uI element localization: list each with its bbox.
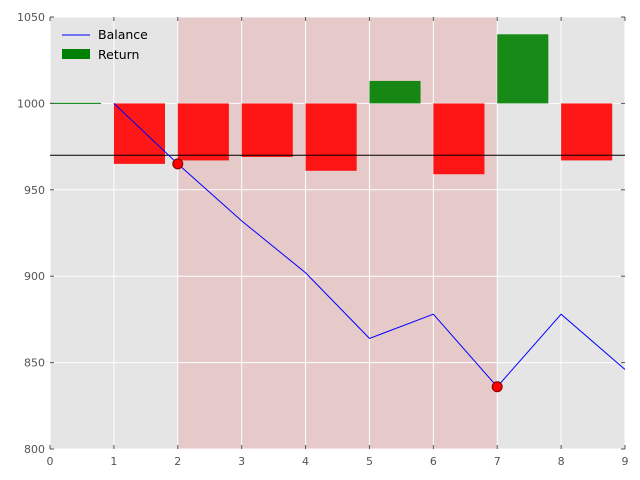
- y-tick-label: 950: [24, 184, 45, 197]
- x-tick-label: 7: [494, 455, 501, 468]
- legend-bar-swatch: [62, 49, 90, 59]
- y-tick-label: 1050: [17, 11, 45, 24]
- balance-line-layer: [113, 103, 626, 388]
- return-bar: [369, 80, 421, 104]
- x-tick-label: 9: [622, 455, 629, 468]
- x-tick-label: 5: [366, 455, 373, 468]
- x-tick-label: 2: [174, 455, 181, 468]
- balance-marker: [172, 158, 184, 170]
- x-tick-label: 3: [238, 455, 245, 468]
- x-tick-label: 4: [302, 455, 309, 468]
- return-bar: [305, 103, 357, 171]
- return-bar: [241, 103, 293, 157]
- balance-line: [113, 103, 626, 388]
- legend-label-return: Return: [98, 47, 139, 62]
- shaded-region: [177, 17, 498, 449]
- tick-layer: 0 1 2 3 4 5 6 7 8 9 800 850 900 950 1000 1050: [17, 11, 629, 468]
- y-tick-label: 1000: [17, 97, 45, 110]
- shaded-region-layer: [177, 17, 498, 449]
- marker-layer: [172, 158, 503, 393]
- y-tick-label: 900: [24, 270, 45, 283]
- legend: Balance Return: [62, 27, 148, 62]
- return-bar: [497, 34, 549, 104]
- x-tick-label: 1: [110, 455, 117, 468]
- return-bar: [177, 103, 229, 161]
- return-bar: [433, 103, 485, 175]
- balance-marker: [491, 381, 503, 393]
- return-bars-layer: [50, 34, 613, 175]
- return-bar: [561, 103, 613, 161]
- y-tick-label: 850: [24, 357, 45, 370]
- return-bar: [113, 103, 165, 164]
- legend-label-balance: Balance: [98, 27, 148, 42]
- y-tick-label: 800: [24, 443, 45, 456]
- x-tick-label: 6: [430, 455, 437, 468]
- x-tick-label: 8: [558, 455, 565, 468]
- x-tick-label: 0: [47, 455, 54, 468]
